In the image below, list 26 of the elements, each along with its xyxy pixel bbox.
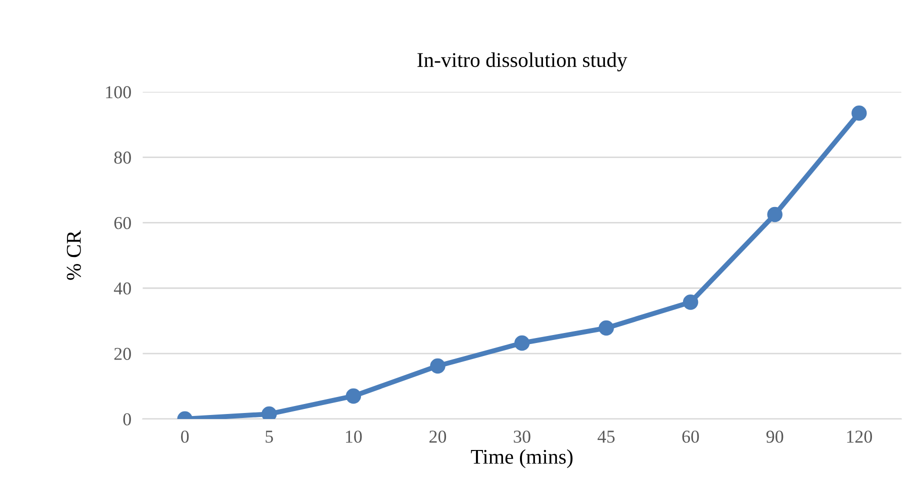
x-tick-label: 45	[598, 430, 615, 443]
point	[262, 406, 277, 419]
x-tick-label: 30	[514, 430, 530, 443]
y-tick-label: 100	[106, 86, 131, 98]
x-tick-label: 20	[429, 430, 446, 443]
point	[514, 335, 530, 351]
point	[430, 358, 446, 374]
point	[682, 294, 698, 310]
point	[346, 388, 362, 404]
y-tick-label: 40	[114, 282, 131, 295]
x-tick-label: 0	[181, 430, 189, 443]
y-tick-label: 20	[114, 348, 131, 360]
x-tick-label: 90	[766, 430, 784, 443]
point	[767, 206, 782, 222]
point	[598, 320, 614, 336]
x-tick-label: 10	[346, 430, 362, 443]
y-tick-label: 80	[114, 152, 131, 164]
y-tick-label: 60	[114, 216, 131, 230]
x-tick-label: 5	[266, 430, 273, 443]
chart-title: In-vitro dissolution study	[417, 52, 628, 72]
x-tick-label: 120	[847, 430, 872, 443]
y-axis-title: % CR	[66, 230, 81, 280]
x-tick-label: 60	[682, 430, 699, 443]
y-tick-label: 0	[123, 413, 131, 426]
x-axis-title: Time (mins)	[470, 449, 573, 468]
point	[851, 105, 867, 121]
